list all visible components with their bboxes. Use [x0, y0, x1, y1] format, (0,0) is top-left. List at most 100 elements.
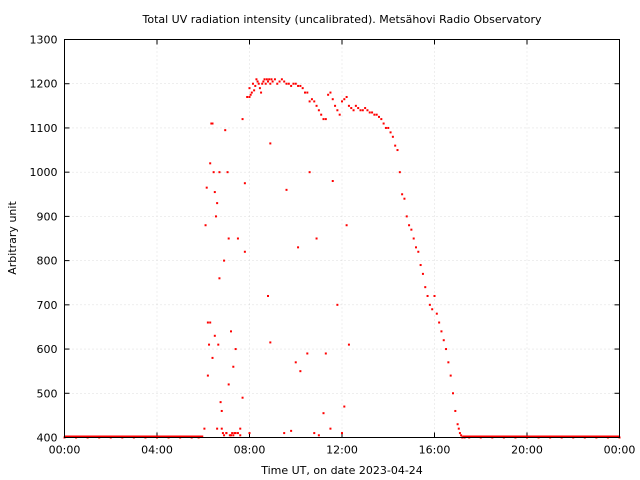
data-point	[394, 144, 397, 147]
data-point	[276, 82, 279, 85]
data-point	[280, 78, 283, 81]
data-point	[352, 109, 355, 112]
data-point	[267, 80, 269, 83]
data-point	[241, 118, 244, 121]
data-point	[322, 412, 325, 415]
data-point	[270, 78, 273, 81]
data-point	[239, 427, 242, 430]
data-point	[345, 224, 348, 227]
data-point	[230, 434, 232, 437]
data-point	[234, 432, 237, 435]
chart-title: Total UV radiation intensity (uncalibrat…	[142, 13, 542, 26]
data-point	[285, 82, 288, 85]
data-point	[440, 330, 443, 333]
data-point	[290, 84, 293, 87]
data-point	[347, 343, 350, 346]
data-point	[327, 93, 330, 96]
data-point	[308, 171, 311, 174]
data-point	[294, 361, 297, 364]
y-tick-label: 1300	[30, 34, 58, 47]
y-tick-label: 700	[37, 299, 58, 312]
plot-frame	[64, 39, 620, 438]
axis-ticks: 00:00 04:00 08:00 12:00 16:00 20:00 00:0040050…	[30, 34, 636, 457]
x-tick-label: 08:00	[234, 444, 266, 457]
data-point	[271, 80, 274, 83]
data-point	[378, 115, 380, 118]
x-tick-label: 20:00	[511, 444, 543, 457]
data-point	[442, 339, 445, 342]
data-point	[398, 171, 401, 174]
y-tick-label: 800	[37, 255, 58, 268]
data-point	[227, 383, 230, 386]
data-point	[269, 142, 272, 145]
data-point	[214, 215, 217, 218]
data-point	[251, 82, 254, 85]
data-point	[233, 432, 236, 435]
y-tick-label: 900	[37, 210, 58, 223]
data-point	[347, 104, 350, 107]
data-point	[220, 427, 223, 430]
data-point	[435, 312, 438, 315]
data-point	[387, 126, 390, 129]
data-point	[433, 294, 436, 297]
data-point	[283, 80, 286, 83]
data-point	[213, 334, 216, 337]
data-point	[263, 78, 266, 81]
data-point	[384, 126, 387, 129]
data-point	[269, 82, 272, 85]
data-point	[253, 89, 256, 92]
data-point	[304, 91, 306, 94]
data-point	[268, 78, 271, 81]
data-point	[438, 321, 441, 324]
data-point	[294, 82, 297, 85]
data-point	[412, 237, 415, 240]
data-point	[204, 224, 207, 227]
data-point	[250, 91, 253, 94]
data-point	[315, 237, 318, 240]
data-point	[231, 432, 234, 435]
x-tick-label: 04:00	[141, 444, 173, 457]
data-point	[345, 95, 348, 98]
x-tick-label: 16:00	[419, 444, 451, 457]
y-axis-label: Arbitrary unit	[6, 201, 19, 275]
data-point	[410, 228, 413, 231]
data-point	[256, 80, 259, 83]
data-point	[306, 91, 309, 94]
data-point	[223, 434, 226, 437]
data-point	[210, 122, 213, 125]
data-point	[257, 82, 260, 85]
data-point	[220, 409, 223, 412]
data-point	[366, 109, 369, 112]
data-point	[324, 118, 327, 121]
data-point	[334, 104, 337, 107]
data-point	[208, 343, 211, 346]
data-point	[224, 129, 227, 132]
data-point	[241, 396, 244, 399]
data-point	[460, 434, 463, 437]
data-point	[211, 122, 214, 125]
data-point	[403, 197, 406, 200]
data-point	[254, 84, 257, 87]
data-point	[449, 374, 452, 377]
data-point	[236, 237, 239, 240]
data-point	[389, 131, 392, 134]
data-point	[243, 250, 246, 253]
data-point	[306, 352, 309, 355]
x-axis-label: Time UT, on date 2023-04-24	[260, 464, 423, 477]
data-point	[336, 109, 339, 112]
data-point	[206, 321, 209, 324]
data-point	[269, 341, 272, 344]
data-point	[217, 343, 220, 346]
data-point	[391, 135, 394, 138]
data-point	[292, 82, 295, 85]
data-point	[452, 392, 454, 395]
data-point	[243, 182, 246, 185]
data-point	[299, 84, 302, 87]
data-point	[338, 113, 341, 116]
data-point	[227, 237, 230, 240]
data-point	[285, 188, 288, 191]
data-point	[218, 171, 221, 174]
data-point	[228, 434, 231, 437]
data-point	[225, 432, 228, 435]
